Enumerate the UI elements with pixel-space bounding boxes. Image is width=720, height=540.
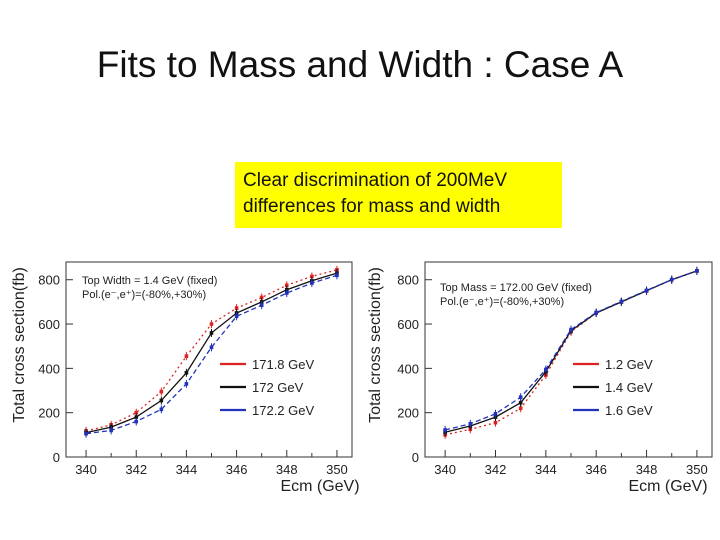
right-y-axis-label: Total cross section(fb) [367, 267, 384, 423]
left-data-point [109, 428, 113, 433]
left-legend-label: 172 GeV [252, 380, 304, 395]
left-data-point [284, 283, 289, 288]
left-ytick-label: 800 [38, 273, 60, 288]
right-data-point [569, 327, 573, 332]
right-annotation-line: Top Mass = 172.00 GeV (fixed) [440, 282, 592, 294]
right-data-point [544, 367, 548, 372]
right-ytick-label: 600 [397, 317, 419, 332]
right-data-point [594, 310, 598, 315]
left-annotation-line: Pol.(e⁻,e⁺)=(-80%,+30%) [82, 289, 206, 301]
left-xtick-label: 340 [75, 462, 97, 477]
left-data-point [310, 274, 314, 279]
left-ytick-label: 400 [38, 361, 60, 376]
right-data-point [695, 269, 699, 273]
right-ytick-label: 0 [412, 450, 419, 465]
right-ytick-label: 200 [397, 406, 419, 421]
right-data-point [619, 299, 624, 304]
left-data-point [234, 314, 239, 319]
right-data-point [493, 420, 498, 425]
right-xtick-label: 344 [535, 462, 557, 477]
left-legend-label: 171.8 GeV [252, 357, 314, 372]
left-legend-label: 172.2 GeV [252, 403, 314, 418]
right-annotation-line: Pol.(e⁻,e⁺)=(-80%,+30%) [440, 296, 564, 308]
right-data-point [518, 406, 523, 411]
slide-title: Fits to Mass and Width : Case A [96, 44, 624, 85]
left-data-point [184, 354, 189, 358]
left-plot-frame [65, 261, 353, 458]
left-x-axis-label: Ecm (GeV) [280, 478, 359, 495]
right-ytick-label: 800 [397, 273, 419, 288]
left-xtick-label: 346 [226, 462, 248, 477]
right-xtick-label: 342 [485, 462, 507, 477]
left-data-point [159, 398, 164, 403]
right-data-point [644, 288, 649, 293]
left-data-point [209, 345, 214, 350]
left-xtick-label: 342 [125, 462, 147, 477]
right-data-point [518, 400, 523, 405]
left-data-point [159, 389, 164, 394]
right-data-point [493, 411, 498, 416]
left-data-point [209, 331, 214, 335]
callout-line-2: differences for mass and width [243, 196, 501, 217]
left-xtick-label: 348 [276, 462, 298, 477]
left-series-line [86, 274, 338, 435]
left-data-point [259, 303, 264, 308]
left-annotation-line: Top Width = 1.4 GeV (fixed) [82, 275, 217, 287]
left-ytick-label: 200 [38, 406, 60, 421]
right-legend-label: 1.6 GeV [605, 403, 653, 418]
right-xtick-label: 350 [686, 462, 708, 477]
left-data-point [259, 295, 264, 300]
right-legend-label: 1.2 GeV [605, 357, 653, 372]
right-xtick-label: 340 [434, 462, 456, 477]
left-data-point [234, 306, 239, 310]
right-data-point [443, 428, 447, 432]
left-data-point [310, 281, 314, 285]
left-data-point [184, 370, 189, 375]
right-data-point [518, 395, 523, 399]
left-xtick-label: 350 [326, 462, 348, 477]
right-ytick-label: 400 [397, 361, 419, 376]
left-data-point [184, 382, 189, 386]
left-data-point [84, 431, 88, 436]
left-data-point [134, 410, 139, 415]
right-data-point [669, 277, 674, 282]
right-x-axis-label: Ecm (GeV) [628, 478, 707, 495]
right-xtick-label: 346 [585, 462, 607, 477]
left-data-point [335, 273, 339, 278]
right-xtick-label: 348 [636, 462, 658, 477]
left-data-point [134, 415, 139, 419]
left-y-axis-label: Total cross section(fb) [11, 267, 28, 423]
callout-box: Clear discrimination of 200MeV differenc… [235, 162, 562, 228]
right-legend-label: 1.4 GeV [605, 380, 653, 395]
left-ytick-label: 600 [38, 317, 60, 332]
left-xtick-label: 344 [176, 462, 198, 477]
left-data-point [284, 291, 289, 295]
right-plot-frame [424, 261, 713, 458]
left-data-point [134, 419, 139, 424]
callout-line-1: Clear discrimination of 200MeV [243, 170, 508, 191]
left-data-point [209, 322, 214, 326]
right-series-line [444, 270, 698, 431]
left-data-point [159, 407, 164, 412]
right-data-point [468, 421, 473, 426]
left-ytick-label: 0 [53, 450, 60, 465]
